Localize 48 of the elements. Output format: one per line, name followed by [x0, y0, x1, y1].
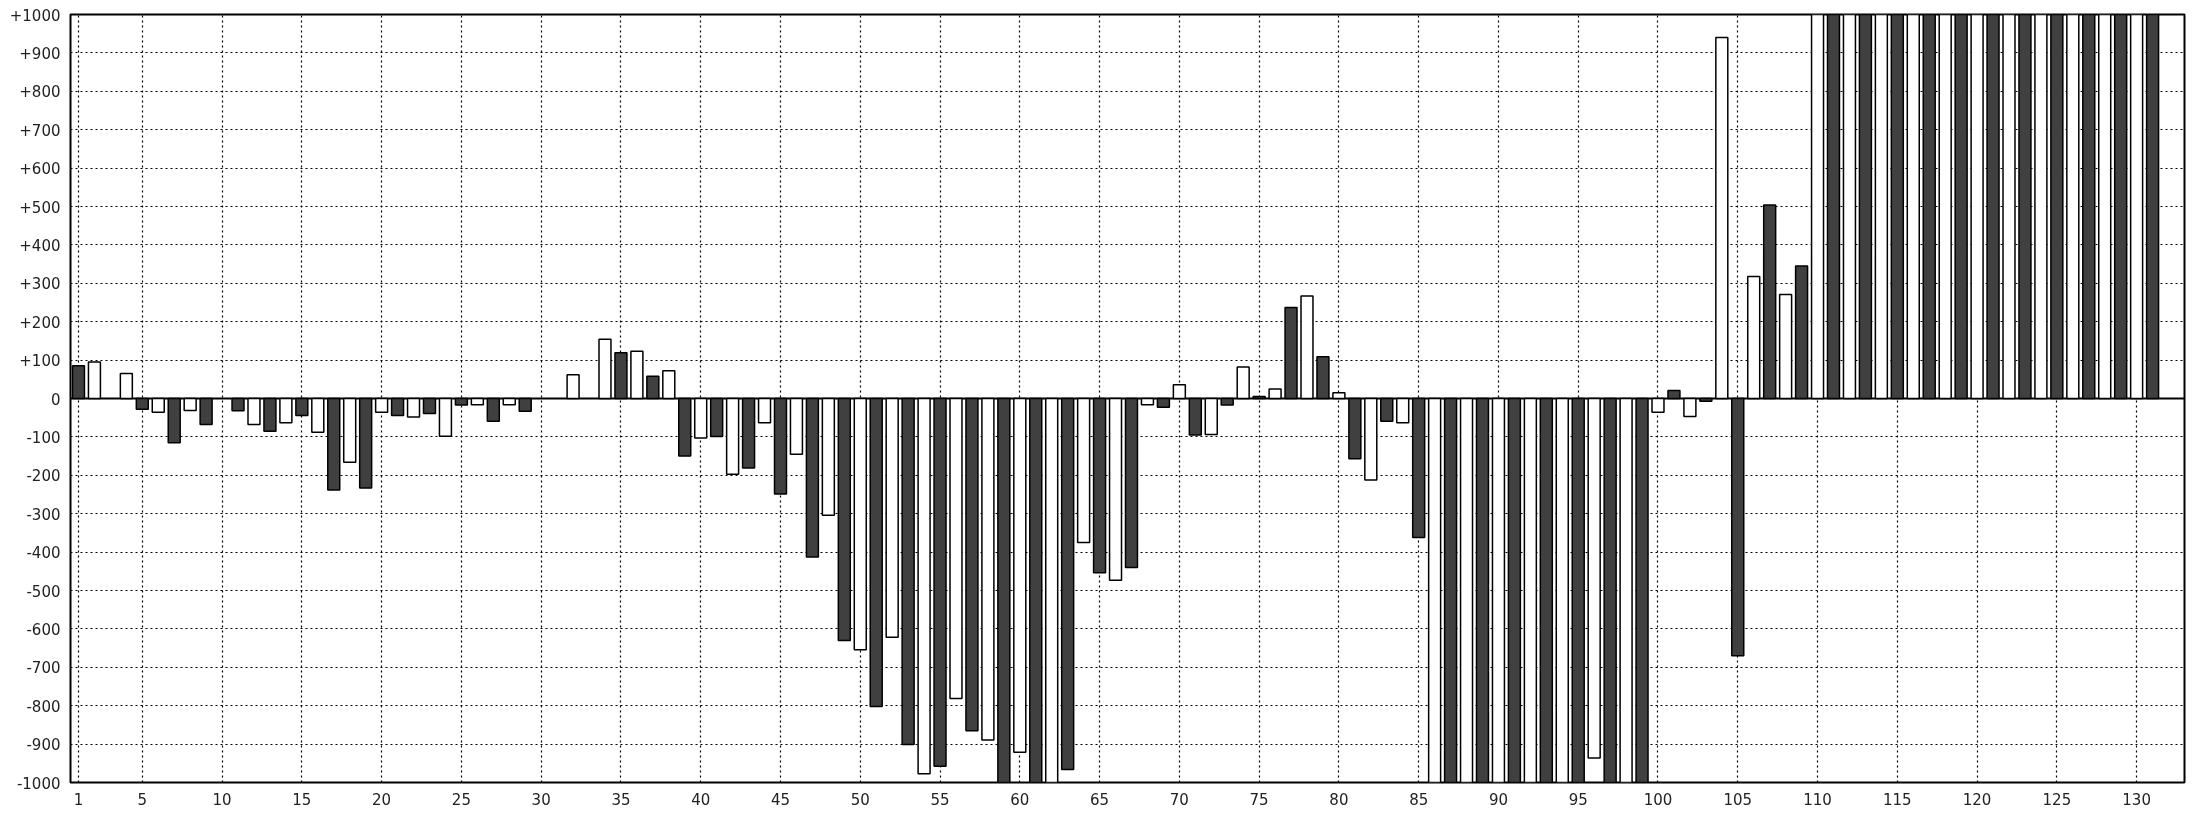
x-tick-label: 35	[611, 790, 631, 809]
x-tick-label: 65	[1090, 790, 1110, 809]
x-tick-label: 75	[1249, 790, 1269, 809]
y-tick-label: +200	[19, 313, 61, 332]
y-tick-label: +600	[19, 160, 61, 179]
y-tick-label: -400	[26, 544, 61, 563]
x-tick-label: 10	[212, 790, 232, 809]
x-tick-label: 110	[1803, 790, 1832, 809]
y-tick-label: -600	[26, 620, 61, 639]
x-tick-label: 60	[1010, 790, 1030, 809]
x-tick-label: 115	[1883, 790, 1912, 809]
x-tick-label: 125	[2042, 790, 2072, 809]
y-tick-label: -500	[26, 582, 61, 601]
x-tick-label: 15	[292, 790, 312, 809]
x-tick-label: 30	[531, 790, 551, 809]
x-tick-label: 95	[1568, 790, 1588, 809]
x-tick-label: 20	[372, 790, 392, 809]
y-tick-label: +1000	[9, 6, 61, 25]
y-tick-label: -900	[26, 736, 61, 755]
x-tick-label: 70	[1169, 790, 1189, 809]
x-tick-label: 130	[2122, 790, 2151, 809]
x-tick-label: 50	[850, 790, 870, 809]
y-tick-label: +800	[19, 83, 61, 102]
y-tick-label: +300	[19, 275, 61, 294]
y-tick-label: -1000	[16, 774, 61, 793]
x-tick-label: 105	[1723, 790, 1753, 809]
x-tick-label: 5	[137, 790, 148, 809]
x-tick-label: 80	[1329, 790, 1349, 809]
x-tick-label: 45	[770, 790, 791, 809]
y-tick-label: +500	[19, 198, 61, 217]
x-tick-label: 25	[451, 790, 471, 809]
x-tick-label: 100	[1643, 790, 1673, 809]
y-tick-label: -800	[26, 697, 61, 716]
x-tick-label: 120	[1962, 790, 1992, 809]
y-tick-label: +100	[19, 352, 61, 371]
y-tick-label: 0	[50, 390, 61, 409]
y-tick-label: +900	[19, 44, 61, 63]
x-tick-label: 1	[73, 790, 84, 809]
y-tick-label: +700	[19, 121, 61, 140]
x-tick-label: 90	[1488, 790, 1508, 809]
x-tick-label: 85	[1409, 790, 1429, 809]
x-tick-label: 55	[930, 790, 950, 809]
x-tick-label: 40	[691, 790, 711, 809]
y-tick-label: -200	[26, 467, 61, 486]
y-tick-label: -300	[26, 505, 61, 524]
y-tick-label: +400	[19, 236, 61, 255]
y-tick-label: -100	[26, 428, 61, 447]
y-tick-label: -700	[26, 659, 61, 678]
